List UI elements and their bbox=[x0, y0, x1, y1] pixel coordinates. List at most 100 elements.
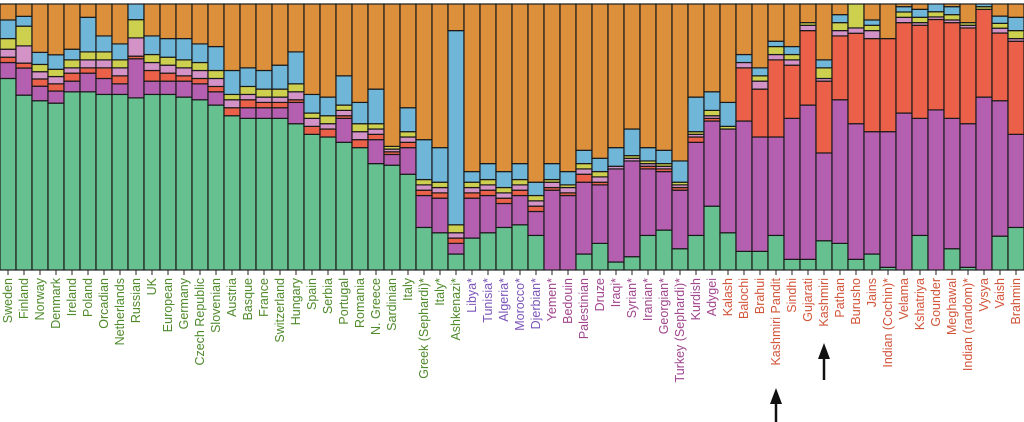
bar-segment-red bbox=[239, 99, 257, 109]
bar-segment-blue bbox=[319, 96, 337, 117]
bar-segment-orange bbox=[735, 3, 753, 56]
x-tick-label: Druze bbox=[593, 278, 607, 311]
x-tick-label: Czech Republic bbox=[193, 278, 207, 366]
bar-segment-pink bbox=[287, 91, 305, 101]
x-tick-label: Finland bbox=[17, 278, 31, 319]
bar-segment-yellow bbox=[447, 224, 465, 234]
bar-segment-orange bbox=[79, 3, 97, 18]
bar-segment-pink bbox=[79, 59, 97, 69]
bar-segment-orange bbox=[255, 3, 273, 72]
bar-segment-purple bbox=[511, 194, 529, 226]
bar-segment-green bbox=[79, 91, 97, 271]
x-tick-label: Sardinian bbox=[385, 278, 399, 331]
bar-segment-blue bbox=[191, 43, 209, 64]
bar-segment-blue bbox=[287, 51, 305, 85]
bar-segment-orange bbox=[831, 3, 849, 16]
x-tick-label: Jains bbox=[865, 278, 879, 307]
bar-segment-pink bbox=[447, 232, 465, 239]
bar-segment-yellow bbox=[175, 59, 193, 69]
bar-segment-purple bbox=[943, 117, 961, 250]
bar-segment-green bbox=[415, 226, 433, 271]
x-tick-label: Brahui bbox=[753, 278, 767, 314]
bar-segment-blue bbox=[463, 170, 481, 183]
bar-segment-yellow bbox=[703, 109, 721, 117]
bar-segment-orange bbox=[943, 3, 961, 8]
bar-segment-blue bbox=[63, 48, 81, 61]
bar-segment-red bbox=[191, 77, 209, 85]
bars-layer bbox=[0, 3, 1024, 271]
bar-segment-purple bbox=[543, 189, 561, 271]
bar-segment-red bbox=[783, 64, 801, 119]
x-tick-label: Indian (random)* bbox=[961, 278, 975, 371]
bar-segment-yellow bbox=[991, 22, 1009, 29]
bar-segment-orange bbox=[335, 3, 353, 77]
bar-segment-pink bbox=[15, 45, 33, 64]
bar-segment-orange bbox=[1007, 3, 1024, 18]
bar-segment-yellow bbox=[287, 83, 305, 93]
bar-segment-pink bbox=[831, 30, 849, 37]
bar-segment-yellow bbox=[911, 16, 929, 24]
bar-segment-blue bbox=[431, 147, 449, 183]
bar-segment-green bbox=[319, 136, 337, 271]
bar-segment-blue bbox=[31, 51, 49, 66]
x-tick-label: Kashmiri Pandit bbox=[769, 277, 783, 365]
bar-segment-red bbox=[847, 32, 865, 125]
x-tick-label: Brahmin bbox=[1009, 278, 1023, 325]
bar-segment-purple bbox=[783, 117, 801, 260]
bar-segment-yellow bbox=[31, 63, 49, 73]
bar-segment-purple bbox=[719, 128, 737, 234]
bar-segment-red bbox=[991, 32, 1009, 102]
x-tick-label: Indian (Cochin)* bbox=[881, 278, 895, 368]
bar-segment-green bbox=[271, 117, 289, 271]
bar-segment-yellow bbox=[783, 53, 801, 61]
x-tick-label: Vysya bbox=[977, 278, 991, 312]
x-tick-label: Portugal bbox=[337, 278, 351, 325]
bar-segment-green bbox=[911, 234, 929, 271]
bar-segment-pink bbox=[319, 123, 337, 130]
bar-segment-orange bbox=[287, 3, 305, 53]
x-tick-label: Netherlands bbox=[113, 278, 127, 345]
bar-segment-yellow bbox=[1007, 30, 1024, 40]
bar-segment-purple bbox=[879, 131, 897, 268]
bar-segment-yellow bbox=[415, 178, 433, 186]
bar-segment-red bbox=[495, 197, 513, 205]
bar-segment-orange bbox=[607, 3, 625, 149]
bar-segment-pink bbox=[591, 176, 609, 183]
bar-segment-pink bbox=[0, 48, 17, 58]
bar-segment-pink bbox=[511, 184, 529, 191]
bar-segment-blue bbox=[399, 107, 417, 133]
x-tick-label: Algeria* bbox=[497, 278, 511, 322]
bar-segment-blue bbox=[703, 91, 721, 111]
bar-segment-orange bbox=[367, 3, 385, 90]
bar-segment-yellow bbox=[751, 75, 769, 82]
x-tick-label: Balochi bbox=[737, 278, 751, 319]
bar-segment-red bbox=[79, 67, 97, 74]
bar-segment-orange bbox=[191, 3, 209, 45]
bar-segment-red bbox=[575, 173, 593, 183]
bar-segment-blue bbox=[895, 6, 913, 13]
bar-segment-blue bbox=[255, 69, 273, 90]
bar-segment-green bbox=[815, 240, 833, 271]
bar-segment-blue bbox=[991, 15, 1009, 24]
bar-segment-purple bbox=[271, 107, 289, 119]
bar-segment-orange bbox=[559, 3, 577, 173]
bar-segment-purple bbox=[495, 202, 513, 229]
bar-segment-red bbox=[751, 88, 769, 138]
bar-segment-green bbox=[95, 93, 113, 271]
bar-segment-pink bbox=[63, 67, 81, 74]
bar-segment-red bbox=[431, 192, 449, 199]
bar-segment-orange bbox=[639, 3, 657, 149]
ticks-layer bbox=[0, 269, 1024, 275]
bar-segment-green bbox=[431, 232, 449, 271]
bar-segment-green bbox=[31, 100, 49, 271]
bar-segment-orange bbox=[463, 3, 481, 173]
bar-segment-orange bbox=[207, 3, 225, 48]
x-tick-label: Kshatriya bbox=[913, 278, 927, 330]
bar-segment-green bbox=[495, 226, 513, 271]
bar-segment-purple bbox=[127, 58, 145, 99]
x-tick-label: Italy bbox=[401, 277, 415, 301]
bar-segment-purple bbox=[863, 131, 881, 255]
bar-segment-pink bbox=[767, 53, 785, 61]
bar-segment-red bbox=[463, 192, 481, 199]
x-tick-label: Hungary bbox=[289, 277, 303, 325]
